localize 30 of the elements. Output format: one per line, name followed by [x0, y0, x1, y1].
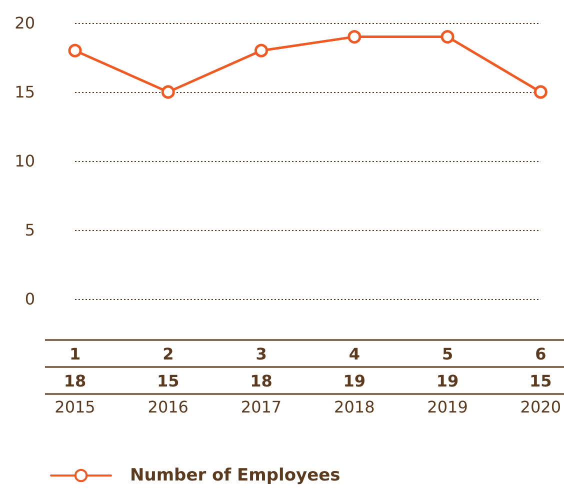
text: 2	[162, 344, 174, 364]
point	[68, 44, 82, 58]
x-tick-label: 2018	[334, 398, 375, 416]
data-label: 18	[64, 372, 86, 390]
data-label: 18	[250, 372, 272, 390]
data-label: 19	[343, 372, 366, 390]
text: 5	[442, 344, 454, 364]
x-tick-label: 2015	[54, 398, 96, 416]
x-tick-label: 2019	[427, 398, 468, 416]
text: 6	[535, 344, 546, 364]
x-tick-label: 2017	[240, 398, 282, 416]
data-label: 15	[156, 372, 180, 390]
data-label: 15	[530, 372, 552, 390]
point	[348, 30, 362, 44]
y-tick-label: 10	[14, 152, 35, 170]
text: 4	[348, 344, 360, 364]
y-tick-label: 20	[14, 14, 35, 32]
y-tick-label: 0	[24, 290, 35, 308]
point	[161, 85, 175, 99]
point	[440, 30, 454, 44]
legend-label: Number of Employees	[130, 466, 340, 486]
y-tick-label: 15	[14, 82, 35, 102]
y-tick-label: 5	[24, 220, 35, 240]
x-tick-label: 2016	[148, 398, 188, 416]
point	[254, 44, 268, 58]
x-tick-label: 2020	[520, 398, 561, 416]
text: 1	[69, 344, 81, 364]
data-label: 19	[436, 372, 459, 390]
point	[534, 85, 548, 99]
text: 3	[256, 344, 267, 364]
